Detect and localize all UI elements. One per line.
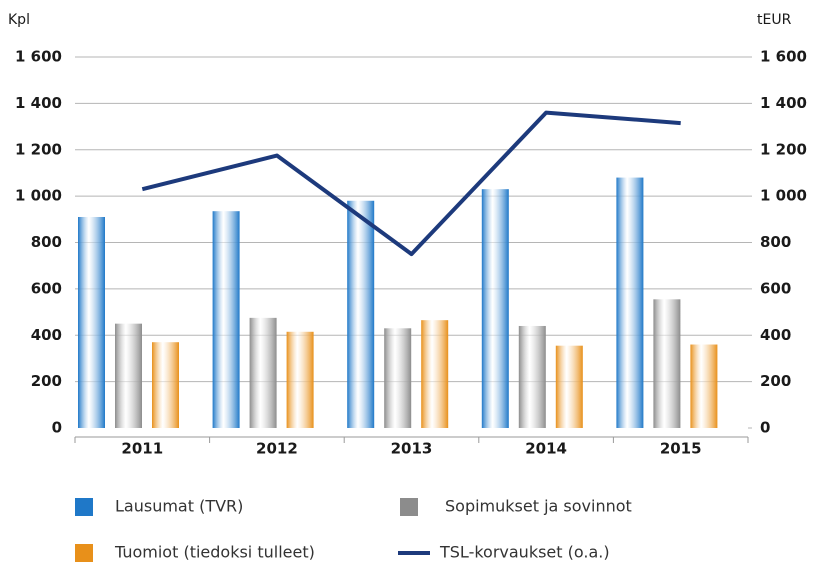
bar bbox=[690, 344, 718, 428]
legend-swatch bbox=[75, 498, 93, 516]
y-tick-label: 1 400 bbox=[15, 94, 62, 112]
bar bbox=[249, 317, 277, 428]
y-tick-label: 800 bbox=[31, 233, 62, 251]
bar bbox=[115, 323, 142, 428]
bar bbox=[286, 331, 314, 428]
bar bbox=[212, 211, 240, 428]
bar bbox=[78, 216, 105, 428]
y-tick-label: 600 bbox=[31, 279, 62, 297]
y-tick-label: 400 bbox=[31, 326, 62, 344]
legend-swatch bbox=[400, 498, 418, 516]
y2-tick-label: 800 bbox=[760, 233, 791, 251]
y-tick-label: 1 200 bbox=[15, 140, 62, 158]
x-tick-label: 2011 bbox=[121, 440, 163, 458]
bar bbox=[653, 299, 681, 428]
y2-tick-label: 400 bbox=[760, 326, 791, 344]
x-tick-label: 2014 bbox=[525, 440, 567, 458]
y-tick-label: 1 000 bbox=[15, 187, 62, 205]
y-tick-label: 1 600 bbox=[15, 48, 62, 66]
y-tick-label: 200 bbox=[31, 372, 62, 390]
bar bbox=[347, 200, 375, 428]
legend-label: Sopimukset ja sovinnot bbox=[445, 497, 632, 516]
y-axis-label: Kpl bbox=[8, 12, 30, 28]
bar bbox=[152, 342, 179, 428]
x-tick-label: 2013 bbox=[391, 440, 433, 458]
bar bbox=[555, 345, 583, 428]
y2-tick-label: 200 bbox=[760, 372, 791, 390]
bar bbox=[616, 177, 644, 428]
y2-tick-label: 1 000 bbox=[760, 187, 807, 205]
line bbox=[141, 110, 681, 257]
x-tick-label: 2012 bbox=[256, 440, 298, 458]
bar bbox=[384, 328, 412, 428]
y2-tick-label: 1 400 bbox=[760, 94, 807, 112]
bar bbox=[421, 320, 449, 428]
legend-label: Lausumat (TVR) bbox=[115, 497, 243, 516]
x-tick-label: 2015 bbox=[660, 440, 702, 458]
legend-swatch bbox=[75, 544, 93, 562]
y2-tick-label: 600 bbox=[760, 279, 791, 297]
y-tick-label: 0 bbox=[52, 419, 62, 437]
y2-tick-label: 1 600 bbox=[760, 48, 807, 66]
y2-tick-label: 0 bbox=[760, 419, 770, 437]
legend-label: Tuomiot (tiedoksi tulleet) bbox=[114, 543, 315, 562]
legend-label: TSL-korvaukset (o.a.) bbox=[439, 543, 610, 562]
y2-tick-label: 1 200 bbox=[760, 140, 807, 158]
bar bbox=[518, 325, 546, 428]
y2-axis-label: tEUR bbox=[757, 12, 792, 28]
bar bbox=[481, 189, 509, 428]
